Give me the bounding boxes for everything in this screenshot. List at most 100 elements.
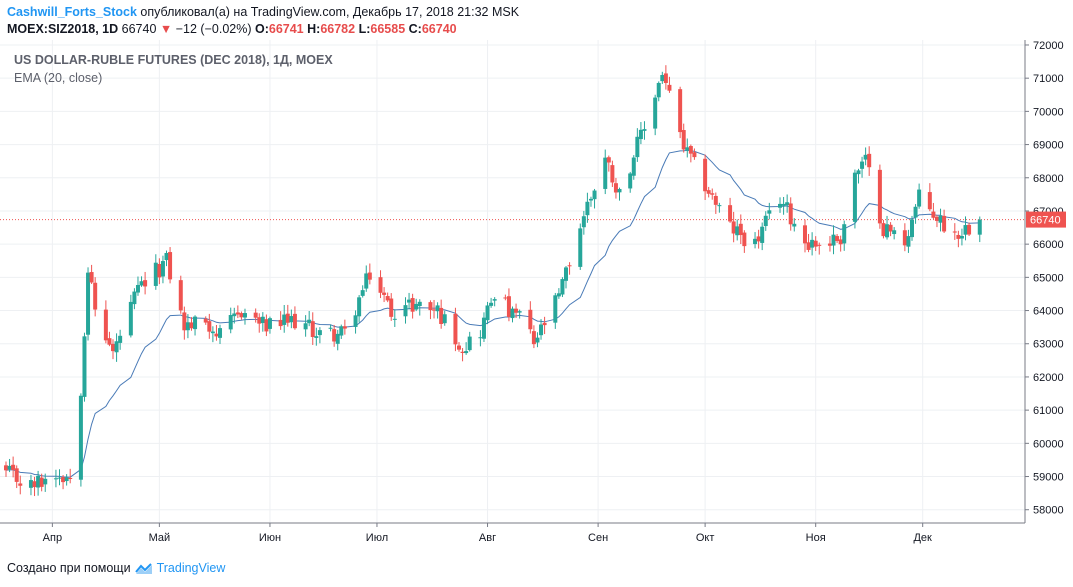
candle-body — [403, 305, 408, 317]
y-tick-label: 61000 — [1033, 405, 1064, 417]
candle-body — [842, 224, 847, 244]
candle-body — [613, 183, 618, 193]
candle-body — [32, 481, 37, 488]
candle — [588, 196, 593, 207]
candle-body — [902, 230, 907, 246]
candle — [14, 465, 19, 489]
candle — [235, 305, 240, 319]
candle — [481, 312, 486, 342]
candle-body — [378, 277, 383, 293]
candle — [760, 222, 765, 251]
candle — [703, 154, 708, 201]
high-value: 66782 — [320, 22, 356, 36]
candle — [909, 215, 914, 241]
candle — [592, 188, 597, 209]
candle — [364, 265, 369, 292]
tradingview-link[interactable]: TradingView — [156, 561, 226, 575]
candle — [653, 94, 658, 136]
candle-body — [18, 483, 23, 486]
candle — [656, 81, 661, 102]
candle — [753, 232, 758, 249]
candle — [856, 168, 861, 184]
candle-body — [588, 198, 593, 201]
candle-body — [153, 262, 158, 286]
candle-body — [439, 307, 444, 324]
candle — [735, 219, 740, 241]
candle — [877, 164, 882, 229]
candle-body — [307, 319, 312, 324]
candle — [956, 230, 961, 248]
candle — [257, 313, 262, 333]
candle-body — [856, 170, 861, 175]
candle-body — [917, 189, 922, 207]
candle-body — [956, 234, 961, 239]
symbol-line: MOEX:SIZ2018, 1D — [7, 22, 119, 36]
candle — [603, 149, 608, 195]
candle-body — [489, 302, 494, 306]
candle — [43, 473, 48, 492]
candle — [439, 299, 444, 329]
candle-body — [428, 302, 433, 311]
candle — [135, 276, 140, 296]
candle-body — [860, 161, 865, 169]
candle-body — [53, 478, 58, 480]
candle — [28, 474, 33, 496]
candle-body — [389, 298, 394, 317]
candle — [86, 267, 91, 341]
candle — [556, 288, 561, 299]
y-tick-label: 59000 — [1033, 472, 1064, 484]
candle — [628, 171, 633, 193]
candle-body — [118, 335, 123, 343]
candle — [738, 214, 743, 245]
candle-body — [753, 238, 758, 245]
open-value: 66741 — [268, 22, 304, 36]
candle-body — [517, 311, 522, 313]
candle-body — [931, 211, 936, 218]
candle-body — [885, 224, 890, 238]
candle — [39, 473, 44, 492]
candle — [417, 299, 422, 316]
candle-body — [332, 329, 337, 342]
candle-body — [785, 202, 790, 206]
candle — [467, 331, 472, 352]
candle-body — [810, 239, 815, 248]
candle — [407, 292, 412, 310]
candle-body — [528, 309, 533, 330]
candle-body — [542, 322, 547, 326]
candle-body — [239, 313, 244, 318]
candle-body — [510, 308, 515, 319]
candle — [688, 144, 693, 163]
candle-body — [817, 244, 822, 246]
candle-body — [938, 215, 943, 223]
price-chart[interactable]: 58000 59000 60000 61000 62000 63000 64000 65000… — [0, 40, 1073, 553]
ema-line — [5, 149, 980, 478]
candle-body — [232, 313, 237, 317]
candle — [310, 312, 315, 345]
candle-body — [635, 136, 640, 158]
candle — [18, 475, 23, 495]
candle — [778, 197, 783, 213]
candle-body — [182, 312, 187, 331]
candle-body — [756, 236, 761, 242]
candle — [710, 188, 715, 200]
candle-body — [210, 331, 215, 334]
candle — [517, 309, 522, 319]
candle-body — [267, 318, 272, 329]
candle — [564, 266, 569, 289]
candle-body — [852, 172, 857, 222]
footer: Создано при помощи TradingView — [7, 561, 225, 575]
author-link[interactable]: Cashwill_Forts_Stock — [7, 5, 137, 19]
candle — [292, 306, 297, 330]
candle-body — [606, 157, 611, 163]
candle — [168, 247, 173, 284]
last-price: 66740 — [121, 22, 157, 36]
x-tick-label: Авг — [479, 532, 496, 544]
candle — [107, 331, 112, 347]
last-price-label: 66740 — [1030, 215, 1061, 227]
candle — [606, 155, 611, 172]
candle — [307, 311, 312, 327]
candle — [913, 204, 918, 224]
candle — [635, 128, 640, 162]
candle-body — [285, 313, 290, 323]
candle-body — [467, 336, 472, 351]
